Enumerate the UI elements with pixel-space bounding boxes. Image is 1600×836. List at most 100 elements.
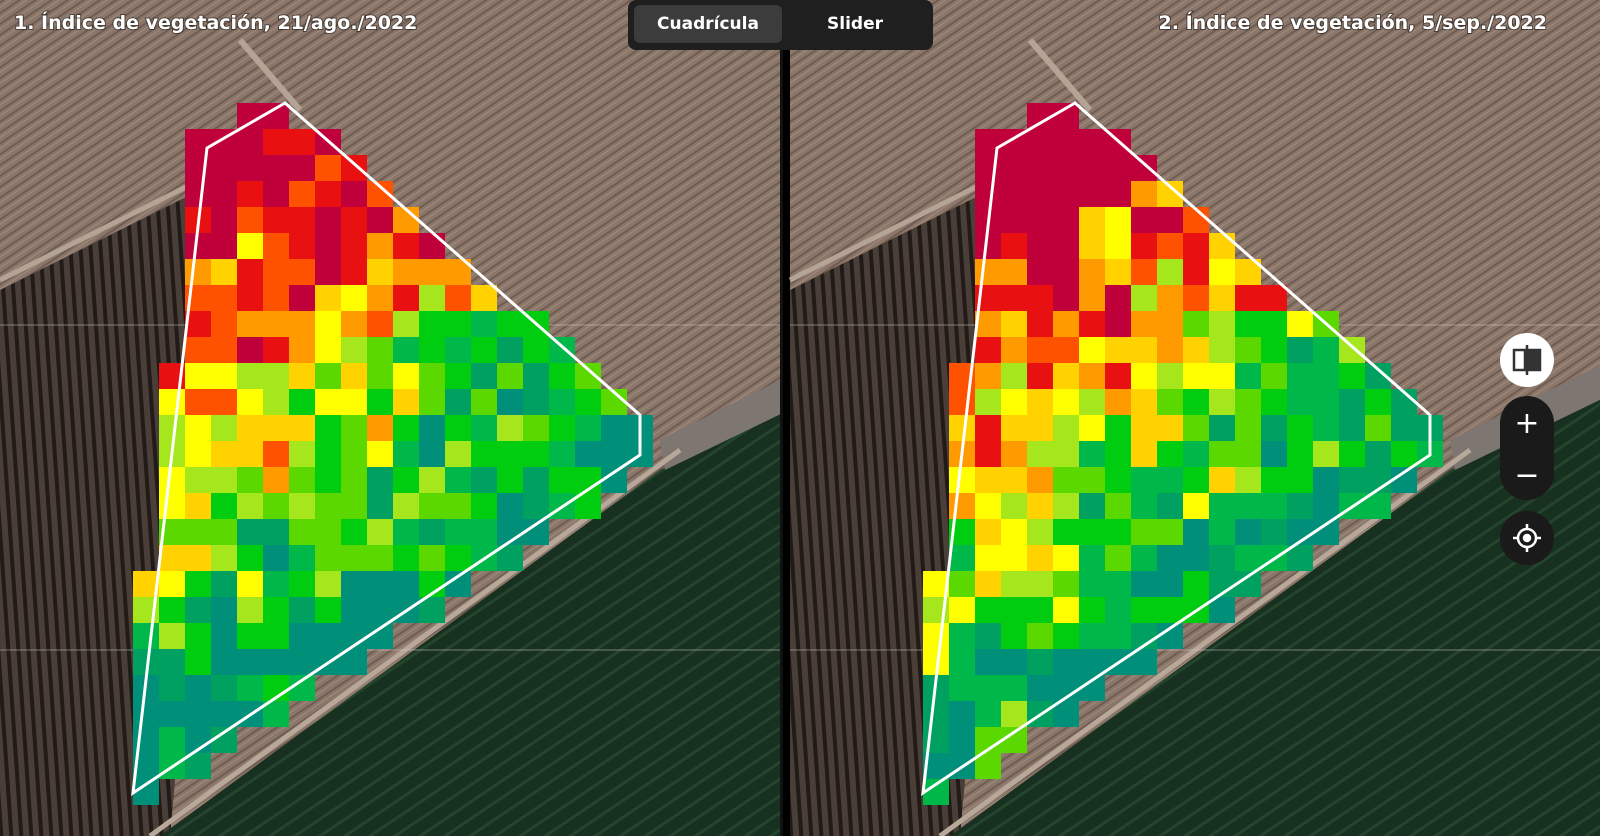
index-cell — [1027, 623, 1053, 649]
index-cell — [185, 259, 211, 285]
index-cell — [949, 467, 975, 493]
index-cell — [237, 337, 263, 363]
index-cell — [237, 519, 263, 545]
index-cell — [315, 441, 341, 467]
index-cell — [1027, 233, 1053, 259]
index-cell — [237, 675, 263, 701]
index-cell — [1131, 233, 1157, 259]
index-cell — [159, 649, 185, 675]
index-cell — [1001, 493, 1027, 519]
index-cell — [1001, 441, 1027, 467]
index-cell — [445, 467, 471, 493]
index-cell — [315, 545, 341, 571]
index-cell — [445, 545, 471, 571]
field-boundary — [921, 101, 1432, 797]
index-cell — [419, 441, 445, 467]
index-cell — [1157, 545, 1183, 571]
index-cell — [1027, 649, 1053, 675]
index-cell — [1079, 259, 1105, 285]
index-cell — [159, 701, 185, 727]
index-cell — [1105, 311, 1131, 337]
index-cell — [1235, 337, 1261, 363]
index-cell — [445, 389, 471, 415]
index-cell — [341, 545, 367, 571]
index-cell — [341, 597, 367, 623]
index-cell — [1365, 389, 1391, 415]
index-cell — [263, 415, 289, 441]
index-cell — [1157, 415, 1183, 441]
index-cell — [1209, 597, 1235, 623]
index-cell — [341, 363, 367, 389]
index-cell — [419, 311, 445, 337]
index-cell — [1287, 389, 1313, 415]
zoom-panel — [1500, 396, 1554, 500]
index-cell — [1053, 363, 1079, 389]
index-cell — [1105, 363, 1131, 389]
index-cell — [471, 285, 497, 311]
index-cell — [341, 337, 367, 363]
index-cell — [367, 207, 393, 233]
index-cell — [237, 181, 263, 207]
index-cell — [949, 649, 975, 675]
index-cell — [471, 363, 497, 389]
index-cell — [289, 623, 315, 649]
left-map — [0, 0, 820, 836]
index-cell — [471, 389, 497, 415]
index-cell — [289, 545, 315, 571]
index-cell — [1183, 259, 1209, 285]
index-cell — [1235, 311, 1261, 337]
index-cell — [1131, 181, 1157, 207]
index-cell — [263, 571, 289, 597]
index-cell — [549, 337, 575, 363]
index-cell — [1235, 415, 1261, 441]
index-cell — [975, 623, 1001, 649]
index-cell — [575, 389, 601, 415]
index-cell — [1209, 493, 1235, 519]
index-cell — [1001, 285, 1027, 311]
index-cell — [949, 571, 975, 597]
index-cell — [1001, 675, 1027, 701]
toggle-label[interactable]: Cuadrícula — [657, 14, 759, 34]
index-cell — [1027, 259, 1053, 285]
index-cell — [185, 675, 211, 701]
index-cell — [263, 337, 289, 363]
index-cell — [211, 571, 237, 597]
index-cell — [211, 155, 237, 181]
index-cell — [975, 701, 1001, 727]
index-cell — [975, 181, 1001, 207]
index-cell — [1027, 311, 1053, 337]
index-cell — [341, 155, 367, 181]
index-cell — [419, 363, 445, 389]
index-cell — [1001, 389, 1027, 415]
zoom-in[interactable]: + — [1514, 406, 1539, 441]
index-cell — [1235, 467, 1261, 493]
index-cell — [237, 103, 263, 129]
index-cell — [185, 519, 211, 545]
index-cell — [315, 519, 341, 545]
index-cell — [289, 233, 315, 259]
index-cell — [419, 415, 445, 441]
index-cell — [1183, 441, 1209, 467]
index-cell — [289, 285, 315, 311]
index-cell — [1261, 337, 1287, 363]
index-cell — [289, 337, 315, 363]
index-cell — [1027, 103, 1053, 129]
index-cell — [923, 623, 949, 649]
index-cell — [315, 207, 341, 233]
index-cell — [1105, 597, 1131, 623]
index-cell — [1053, 389, 1079, 415]
index-cell — [1001, 415, 1027, 441]
panel-title: 2. Índice de vegetación, 5/sep./2022 — [1159, 11, 1547, 34]
index-cell — [1261, 493, 1287, 519]
index-cell — [949, 415, 975, 441]
index-cell — [1053, 623, 1079, 649]
index-cell — [1001, 207, 1027, 233]
index-cell — [1079, 207, 1105, 233]
index-cell — [1105, 285, 1131, 311]
index-cell — [315, 311, 341, 337]
zoom-out[interactable]: − — [1514, 458, 1539, 493]
toggle-grid[interactable] — [634, 5, 782, 43]
index-cell — [1079, 493, 1105, 519]
index-cell — [497, 415, 523, 441]
toggle-label[interactable]: Slider — [827, 14, 884, 34]
